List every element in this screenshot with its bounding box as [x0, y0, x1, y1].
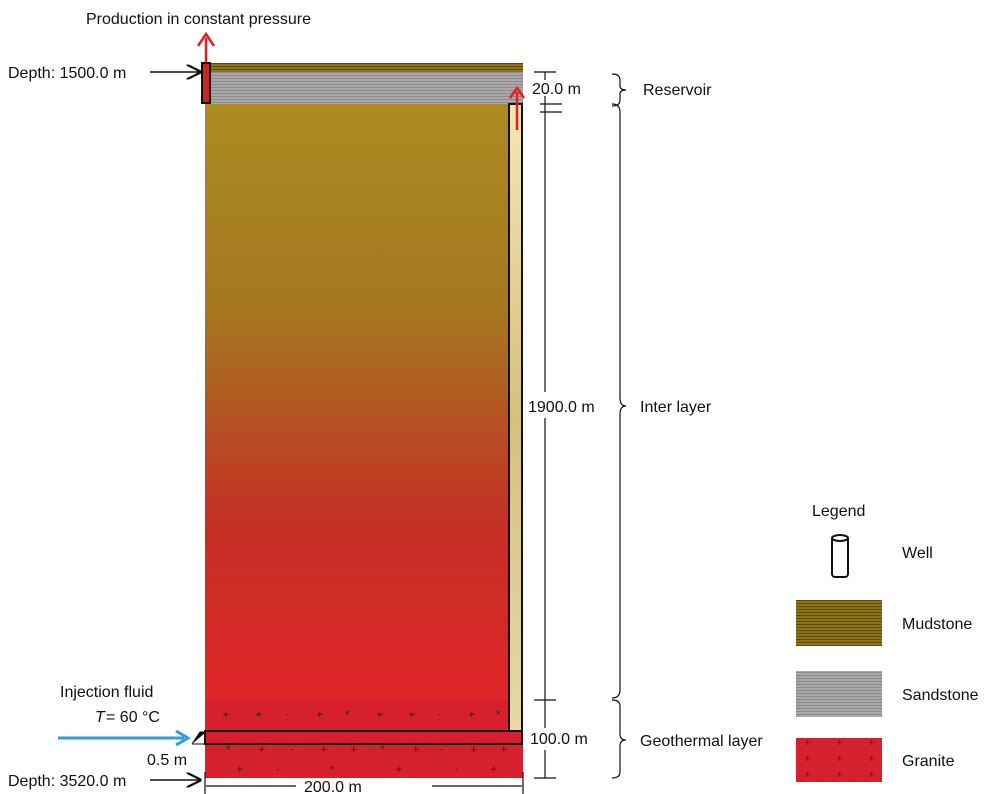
well-outlet-arrow-icon — [508, 85, 526, 130]
svg-text:+: + — [490, 765, 498, 775]
inter-layer — [205, 104, 523, 700]
reservoir-layer — [205, 72, 523, 104]
reservoir-layer-label: Reservoir — [643, 82, 712, 99]
injection-arrow-icon — [58, 729, 191, 747]
svg-text:-: - — [276, 765, 279, 775]
legend-mudstone-swatch — [796, 600, 882, 646]
depth-bottom-label: Depth: 3520.0 m — [8, 773, 126, 790]
svg-text:+: + — [468, 710, 476, 720]
svg-text:*: * — [330, 765, 335, 775]
svg-text:*: * — [345, 710, 350, 720]
svg-text:+: + — [500, 745, 508, 755]
svg-text:+: + — [316, 710, 324, 720]
svg-text:+: + — [376, 710, 384, 720]
injection-title: Injection fluid — [60, 684, 153, 701]
legend-granite-swatch — [796, 738, 882, 782]
production-label: Production in constant pressure — [86, 11, 311, 28]
granite-speckles: + + - + * + + - + * * + - + + * + - + + + - * + - + — [222, 710, 508, 775]
vertical-dimension-lines — [534, 71, 562, 779]
svg-text:+: + — [470, 745, 478, 755]
svg-text:+: + — [255, 710, 263, 720]
svg-text:-: - — [438, 710, 441, 720]
svg-text:-: - — [455, 765, 458, 775]
gap-label: 0.5 m — [147, 752, 187, 769]
svg-text:*: * — [226, 745, 231, 755]
svg-text:+: + — [395, 765, 403, 775]
depth-top-label: Depth: 1500.0 m — [8, 65, 126, 82]
mudstone-cap-layer — [205, 63, 523, 72]
legend-mudstone-label: Mudstone — [902, 616, 972, 633]
svg-text:-: - — [440, 745, 443, 755]
production-arrow-icon — [196, 31, 216, 66]
svg-text:+: + — [412, 745, 420, 755]
svg-text:+: + — [258, 745, 266, 755]
width-dimension-line — [204, 772, 524, 794]
legend-title: Legend — [812, 503, 865, 520]
svg-text:*: * — [496, 710, 501, 720]
svg-text:+: + — [236, 765, 244, 775]
production-well-icon — [201, 62, 211, 104]
svg-text:+: + — [222, 710, 230, 720]
svg-text:+: + — [350, 745, 358, 755]
geothermal-layer-label: Geothermal layer — [640, 733, 763, 750]
inter-thickness-label: 1900.0 m — [528, 399, 595, 416]
injection-temp-var: T — [95, 709, 106, 726]
vertical-well-icon — [508, 103, 523, 733]
svg-text:*: * — [380, 745, 385, 755]
legend-sandstone-swatch — [796, 671, 882, 717]
reservoir-thickness-label: 20.0 m — [532, 81, 581, 98]
legend-well-label: Well — [902, 545, 933, 562]
svg-text:+: + — [320, 745, 328, 755]
svg-text:-: - — [286, 710, 289, 720]
layer-braces — [611, 73, 627, 779]
gap-marker-icon — [191, 731, 206, 745]
svg-text:+: + — [408, 710, 416, 720]
legend-well-icon — [831, 534, 849, 578]
legend-granite-label: Granite — [902, 753, 955, 770]
width-label: 200.0 m — [304, 779, 362, 794]
inter-layer-label: Inter layer — [640, 399, 712, 416]
geothermal-thickness-label: 100.0 m — [530, 731, 588, 748]
legend-sandstone-label: Sandstone — [902, 687, 979, 704]
injection-temp-value: = 60 °C — [106, 709, 160, 726]
horizontal-well-icon — [204, 730, 523, 745]
svg-text:-: - — [290, 745, 293, 755]
